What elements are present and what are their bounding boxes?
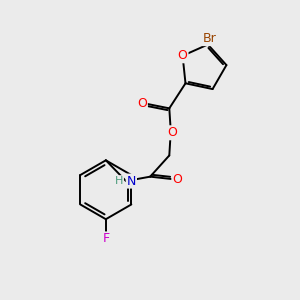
Text: O: O	[167, 126, 177, 139]
Text: H: H	[115, 176, 123, 186]
Text: N: N	[127, 175, 136, 188]
Text: O: O	[137, 98, 147, 110]
Text: Br: Br	[202, 32, 216, 45]
Text: F: F	[102, 232, 110, 245]
Text: O: O	[178, 49, 188, 62]
Text: O: O	[172, 172, 182, 185]
